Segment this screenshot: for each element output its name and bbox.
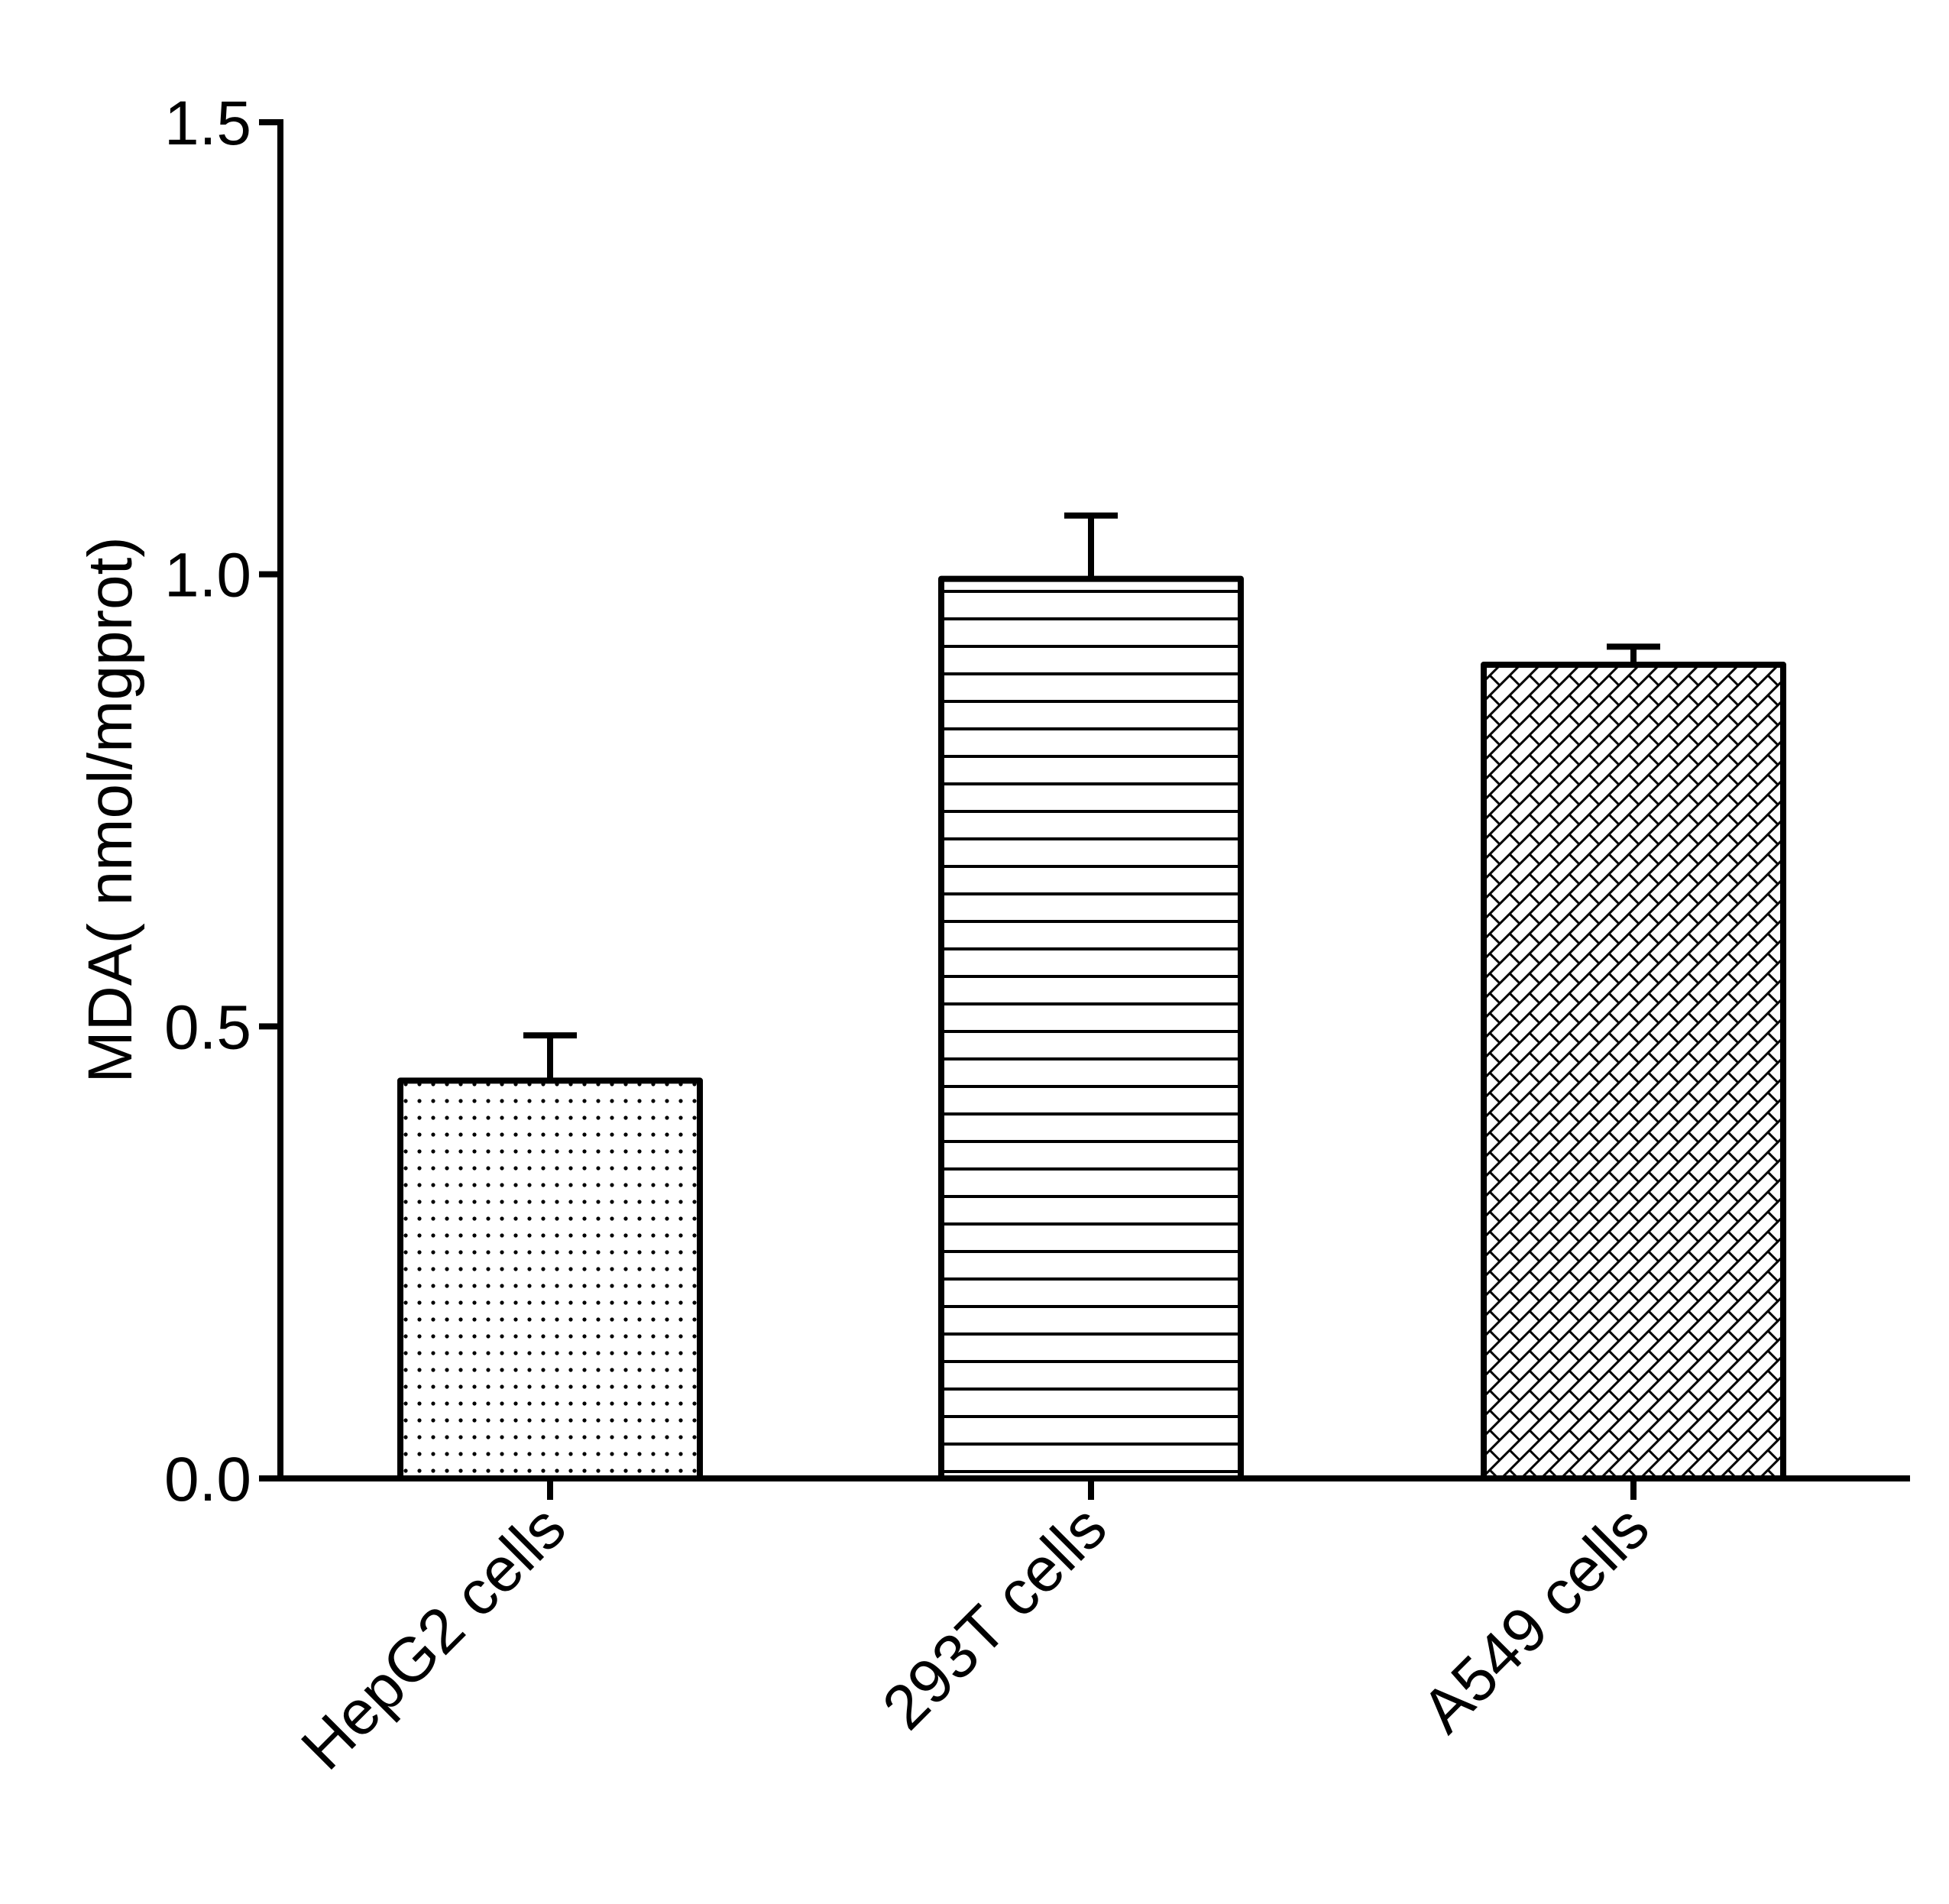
- y-axis-title: MDA( nmol/mgprot): [76, 536, 145, 1083]
- x-axis: HepG2 cells 293T cells A549 cells: [277, 1475, 1910, 1783]
- y-tick-label: 1.5: [164, 89, 251, 158]
- bar: [1481, 662, 1786, 1481]
- x-tick-label: HepG2 cells: [289, 1492, 579, 1783]
- y-tick-label: 1.0: [164, 541, 251, 610]
- bar: [938, 575, 1244, 1481]
- bar: [397, 1077, 703, 1482]
- y-tick-label: 0.5: [164, 992, 251, 1062]
- y-axis: 0.0 0.5 1.0 1.5: [164, 89, 283, 1514]
- y-tick-label: 0.0: [164, 1445, 251, 1514]
- x-tick-label: A549 cells: [1409, 1492, 1662, 1746]
- x-tick-label: 293T cells: [869, 1492, 1120, 1743]
- bars: [397, 512, 1786, 1482]
